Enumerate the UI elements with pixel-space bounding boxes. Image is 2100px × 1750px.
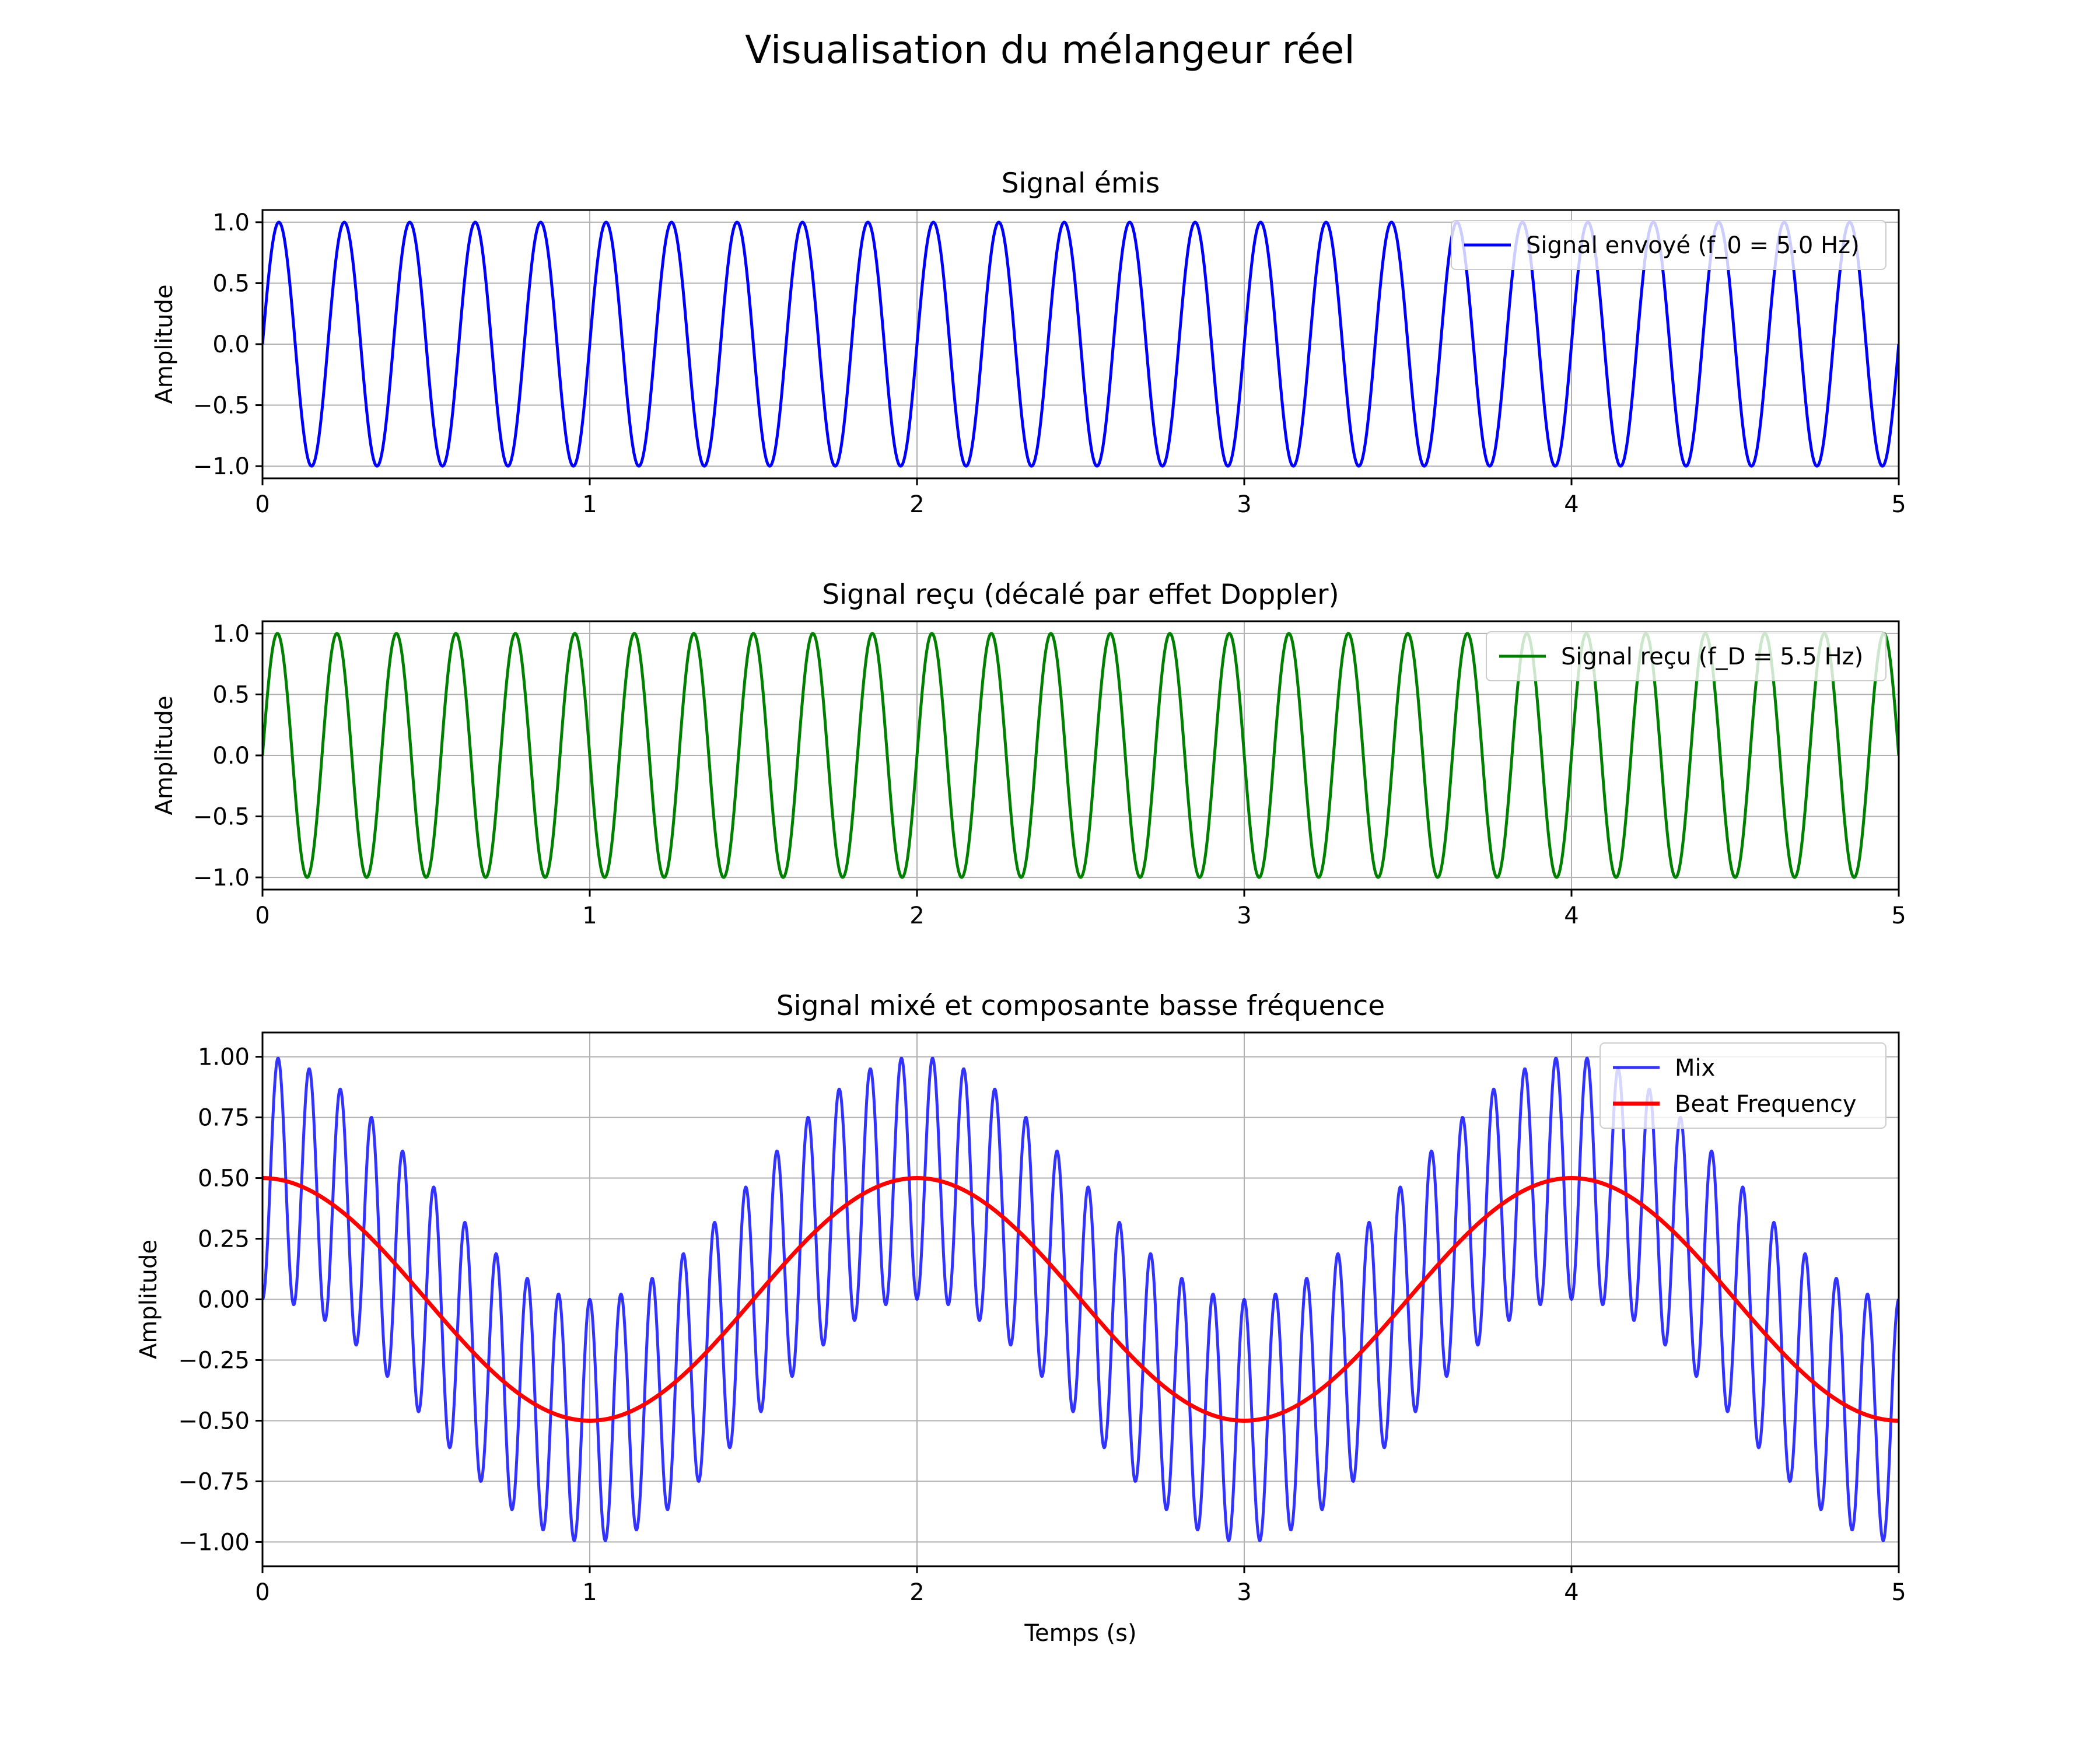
series-line-1 [262, 220, 1899, 468]
y-axis-label: Amplitude [135, 1240, 162, 1359]
x-tick-label: 3 [1237, 1579, 1251, 1606]
x-tick-label: 5 [1891, 491, 1906, 518]
y-tick-label: −0.25 [178, 1347, 250, 1374]
legend-box [1451, 220, 1887, 270]
x-tick-label: 4 [1564, 902, 1578, 929]
legend-box [1600, 1042, 1887, 1129]
figure-title: Visualisation du mélangeur réel [745, 27, 1355, 72]
y-axis-label: Amplitude [151, 285, 178, 404]
y-tick-label: −1.0 [193, 864, 250, 891]
legend: Mix Beat Frequency [1600, 1042, 1887, 1129]
x-tick-label: 4 [1564, 1579, 1578, 1606]
legend-label: Signal reçu (f_D = 5.5 Hz) [1561, 643, 1863, 670]
y-tick-label: −0.75 [178, 1468, 250, 1495]
subplot-title: Signal émis [1002, 167, 1160, 200]
x-tick-label: 5 [1891, 902, 1906, 929]
y-tick-label: 0.25 [198, 1226, 250, 1253]
legend-box [1486, 631, 1887, 681]
x-tick-label: 0 [255, 491, 270, 518]
y-tick-label: 0.5 [212, 270, 250, 297]
legend-label: Signal envoyé (f_0 = 5.0 Hz) [1526, 232, 1860, 259]
x-tick-label: 0 [255, 1579, 270, 1606]
y-tick-label: 0.50 [198, 1166, 250, 1192]
y-tick-label: 0.00 [198, 1287, 250, 1314]
subplot-3: 0 1 2 3 4 5 1.00 0.75 0.50 0.25 0.00 −0.25 −0.50 −0.7… [135, 990, 1906, 1647]
x-tick-label: 0 [255, 902, 270, 929]
y-axis-label: Amplitude [151, 696, 178, 816]
y-tick-label: 1.0 [212, 621, 250, 648]
x-tick-label: 2 [909, 902, 924, 929]
subplot-2: 0 1 2 3 4 5 1.0 0.5 0.0 −0.5 −1.0 Signal reçu (déca… [151, 579, 1906, 929]
y-tick-label: 0.0 [212, 331, 250, 358]
series-line-2 [262, 1176, 1899, 1423]
x-tick-label: 1 [582, 902, 597, 929]
x-tick-label: 3 [1237, 491, 1251, 518]
y-tick-label: 0.5 [212, 681, 250, 708]
y-tick-label: −0.5 [193, 804, 250, 831]
x-tick-label: 1 [582, 1579, 597, 1606]
x-axis-label: Temps (s) [1024, 1620, 1136, 1647]
x-tick-label: 1 [582, 491, 597, 518]
y-tick-label: −1.0 [193, 453, 250, 480]
x-tick-label: 2 [909, 491, 924, 518]
subplot-title: Signal reçu (décalé par effet Doppler) [822, 579, 1339, 611]
y-tick-label: −0.50 [178, 1408, 250, 1434]
y-tick-label: −1.00 [178, 1529, 250, 1556]
x-tick-label: 2 [909, 1579, 924, 1606]
x-tick-label: 5 [1891, 1579, 1906, 1606]
y-tick-label: 0.0 [212, 743, 250, 769]
legend: Signal envoyé (f_0 = 5.0 Hz) [1451, 220, 1887, 270]
legend-label: Beat Frequency [1675, 1091, 1857, 1118]
y-tick-label: 1.0 [212, 209, 250, 236]
legend-label: Mix [1675, 1055, 1715, 1082]
series-line-1 [262, 632, 1899, 879]
x-tick-label: 3 [1237, 902, 1251, 929]
y-tick-label: 1.00 [198, 1044, 250, 1071]
subplot-title: Signal mixé et composante basse fréquenc… [776, 990, 1385, 1022]
y-tick-label: 0.75 [198, 1105, 250, 1132]
legend: Signal reçu (f_D = 5.5 Hz) [1486, 631, 1887, 681]
y-tick-label: −0.5 [193, 393, 250, 419]
x-tick-label: 4 [1564, 491, 1578, 518]
subplot-1: 0 1 2 3 4 5 1.0 0.5 0.0 −0.5 −1.0 Signal émis Amplit… [151, 167, 1906, 518]
